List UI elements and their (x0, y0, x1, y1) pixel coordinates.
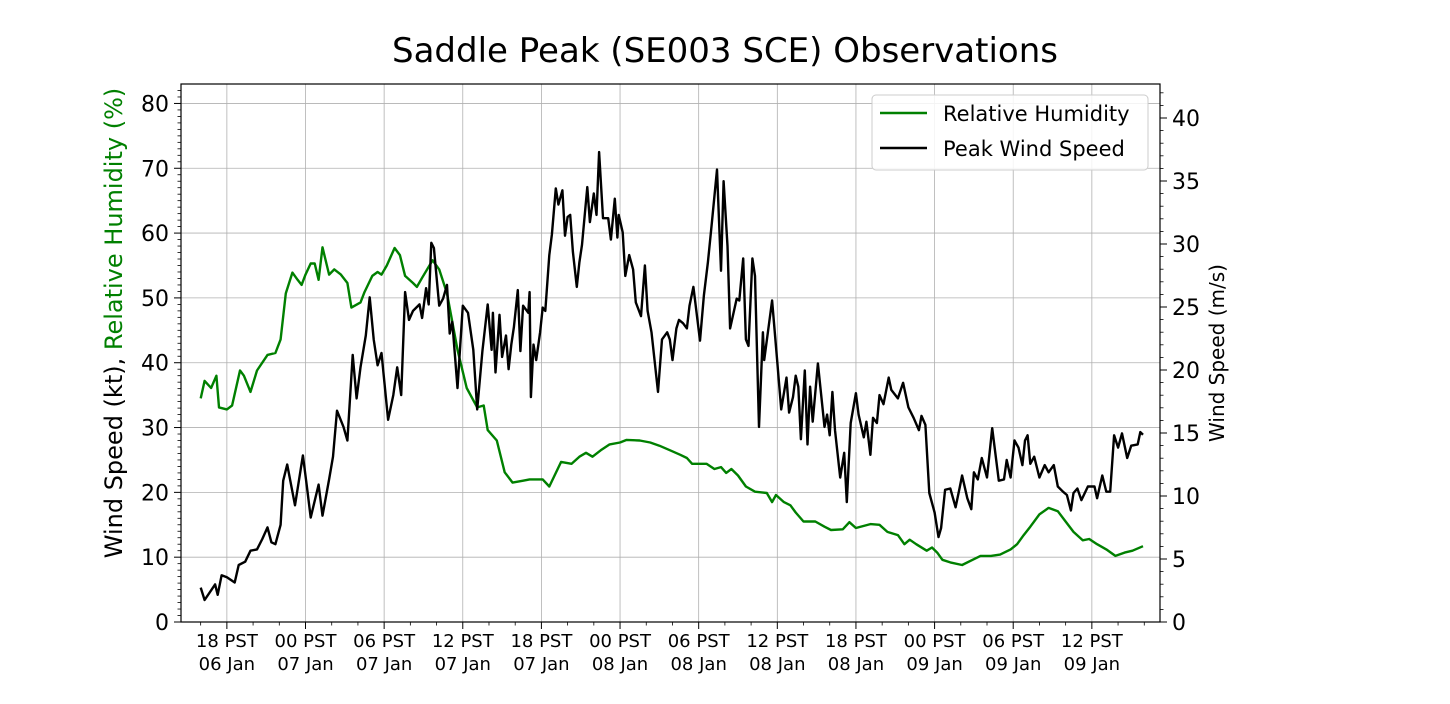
x-tick-label: 06 PST (353, 631, 416, 652)
y-tick-label-left: 70 (141, 157, 169, 182)
series-line-relative-humidity (199, 246, 1144, 567)
x-tick-label: 18 PST (825, 631, 888, 652)
x-tick-label: 06 PST (982, 631, 1045, 652)
x-tick-label: 12 PST (746, 631, 809, 652)
y-tick-label-right: 0 (1172, 611, 1186, 636)
x-tick-label: 00 PST (275, 631, 338, 652)
y-tick-label-right: 25 (1172, 296, 1200, 321)
y-axis-label-part: Relative Humidity (%) (100, 88, 128, 350)
x-tick-label: 07 Jan (513, 654, 569, 675)
x-tick-label: 18 PST (196, 631, 259, 652)
y-tick-label-left: 60 (141, 222, 169, 247)
y-tick-label-right: 30 (1172, 233, 1200, 258)
x-tick-label: 00 PST (589, 631, 652, 652)
series-layer (199, 150, 1144, 602)
y-axis-label-right: Wind Speed (m/s) (1205, 264, 1229, 442)
y-tick-label-left: 10 (141, 546, 169, 571)
x-tick-label: 08 Jan (592, 654, 648, 675)
grid (181, 84, 1160, 623)
y-tick-label-left: 30 (141, 417, 169, 442)
legend: Relative Humidity Peak Wind Speed (871, 94, 1149, 171)
x-tick-label: 08 Jan (670, 654, 726, 675)
chart-title: Saddle Peak (SE003 SCE) Observations (392, 31, 1058, 71)
x-tick-label: 09 Jan (1064, 654, 1120, 675)
legend-label-peak-wind-speed: Peak Wind Speed (943, 137, 1125, 161)
x-tick-label: 08 Jan (749, 654, 805, 675)
y-tick-label-right: 35 (1172, 170, 1200, 195)
y-tick-label-right: 20 (1172, 359, 1200, 384)
x-tick-label: 09 Jan (985, 654, 1041, 675)
x-tick-label: 07 Jan (277, 654, 333, 675)
y-axis-label-part: Wind Speed (kt), (100, 350, 128, 558)
x-tick-label: 07 Jan (356, 654, 412, 675)
y-tick-label-right: 15 (1172, 422, 1200, 447)
plot-frame (180, 83, 1161, 623)
y-tick-label-right: 40 (1172, 107, 1200, 132)
x-tick-label: 18 PST (510, 631, 573, 652)
x-tick-label: 00 PST (904, 631, 967, 652)
x-tick-label: 06 Jan (199, 654, 255, 675)
x-tick-label: 12 PST (1061, 631, 1124, 652)
legend-box (871, 94, 1149, 171)
y-tick-label-right: 10 (1172, 485, 1200, 510)
y-tick-label-left: 80 (141, 92, 169, 117)
series-line-peak-wind-speed (199, 150, 1144, 602)
y-tick-label-left: 0 (155, 611, 169, 636)
legend-label-relative-humidity: Relative Humidity (943, 102, 1130, 126)
x-tick-label: 06 PST (668, 631, 731, 652)
x-tick-label: 12 PST (432, 631, 495, 652)
y-axis-label-left: Wind Speed (kt), Relative Humidity (%) (100, 88, 128, 559)
y-tick-label-left: 50 (141, 287, 169, 312)
y-tick-label-right: 5 (1172, 548, 1186, 573)
x-tick-label: 09 Jan (906, 654, 962, 675)
y-tick-label-left: 40 (141, 352, 169, 377)
x-tick-label: 08 Jan (828, 654, 884, 675)
y-tick-label-left: 20 (141, 481, 169, 506)
x-tick-label: 07 Jan (435, 654, 491, 675)
